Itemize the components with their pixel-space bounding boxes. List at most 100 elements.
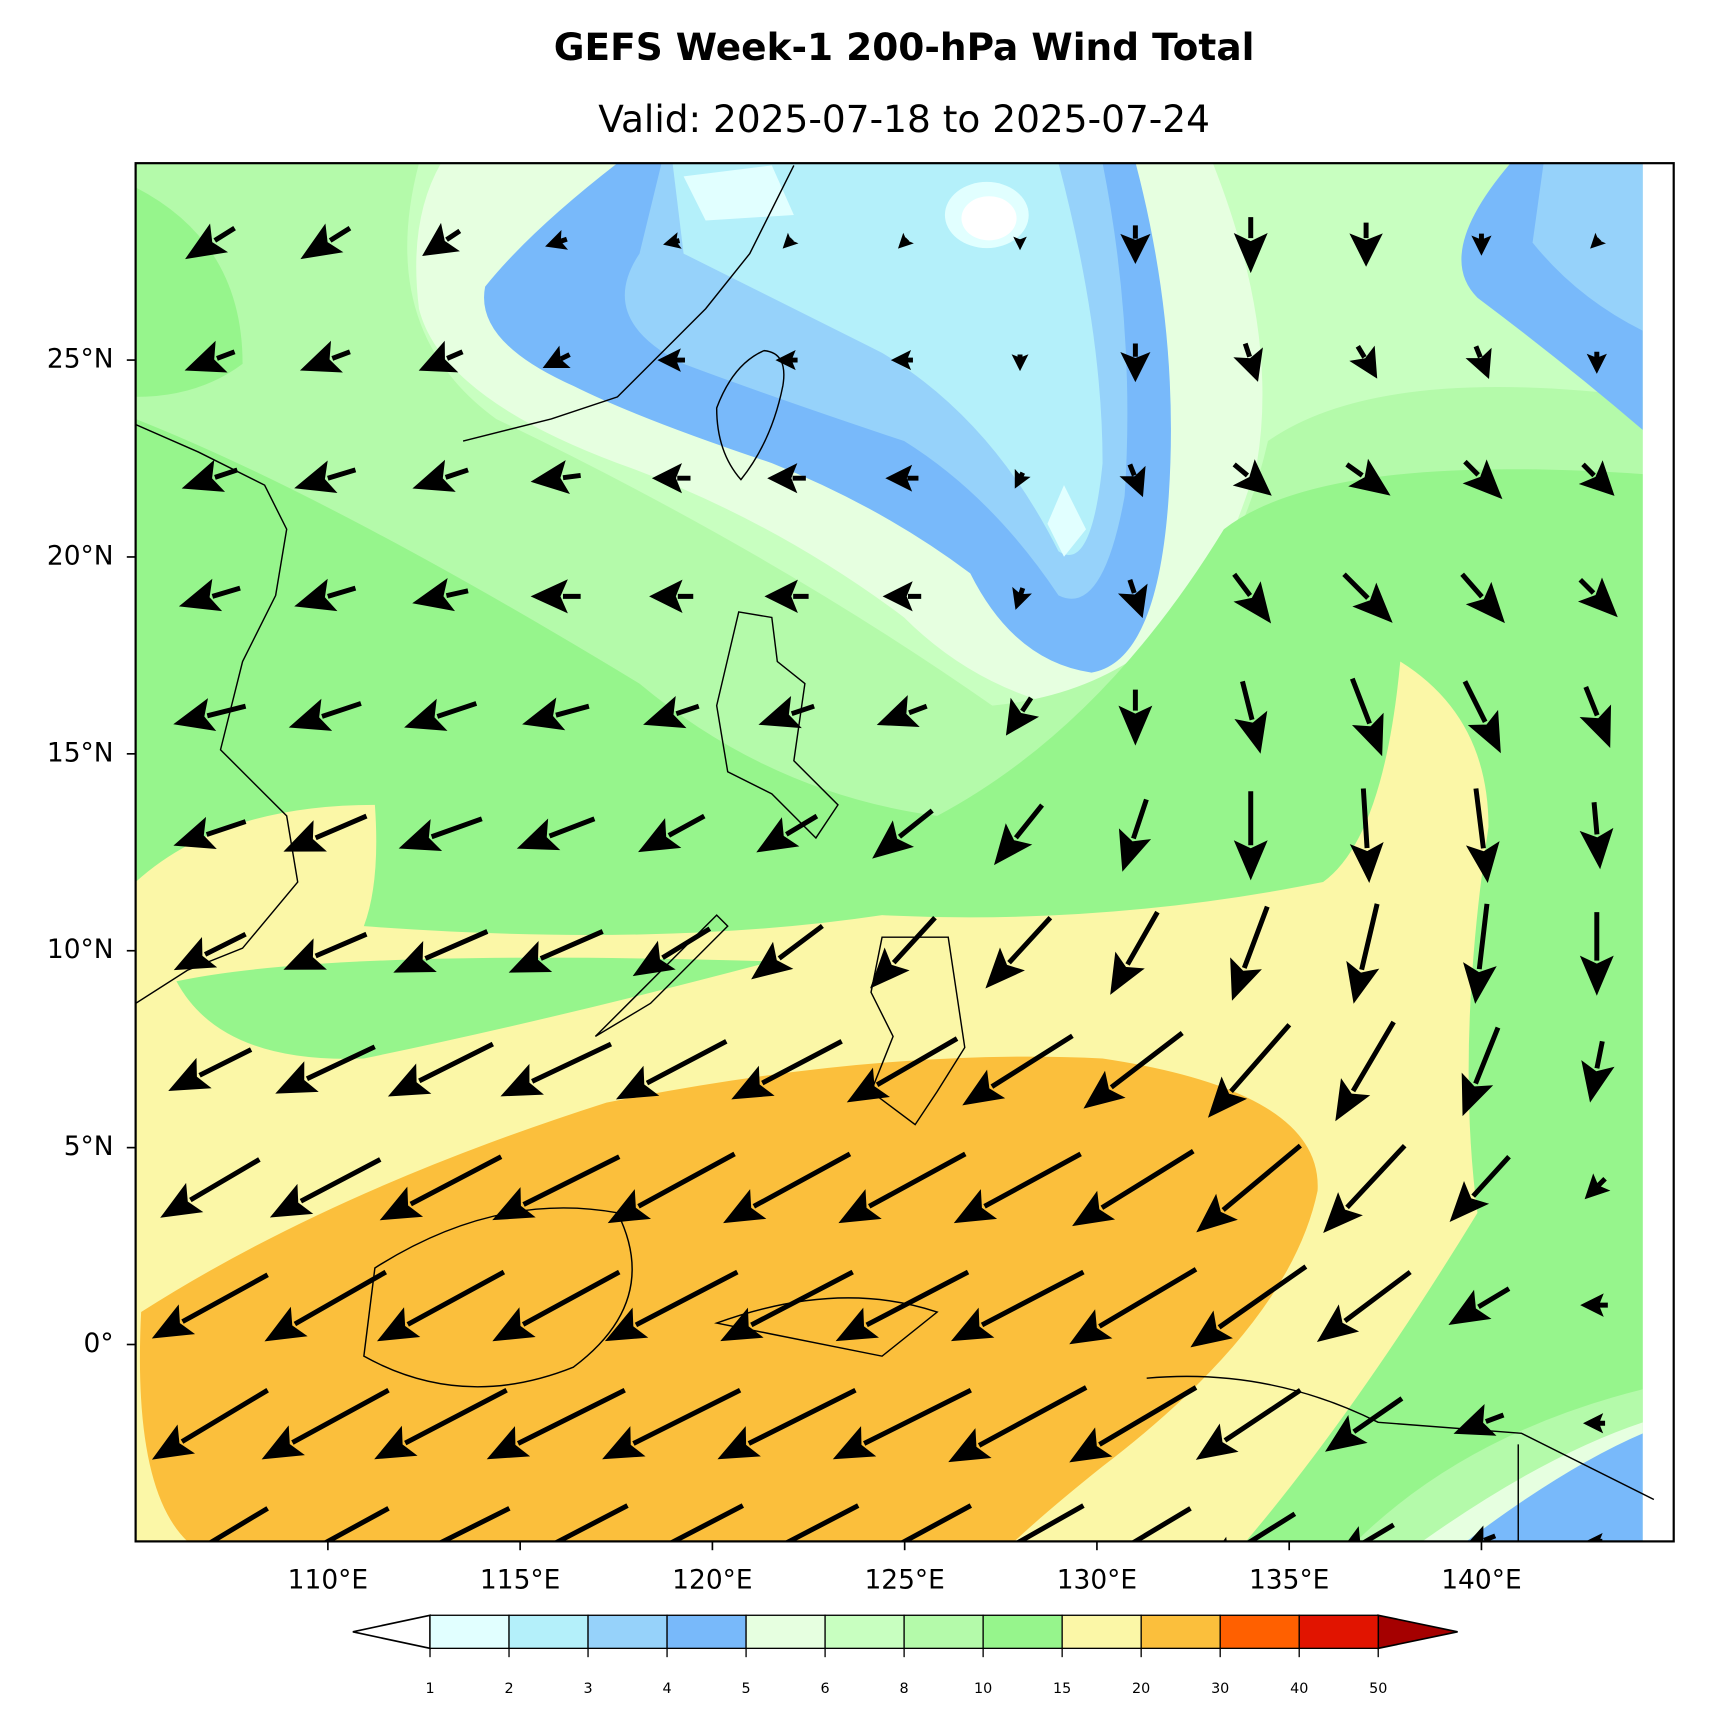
wind-arrow <box>1195 1388 1302 1460</box>
x-tick-label: 130°E <box>1057 1565 1137 1596</box>
wind-arrow <box>492 1269 621 1342</box>
wind-arrow <box>832 1387 972 1460</box>
y-tick-label: 0° <box>84 1328 114 1359</box>
wind-arrow <box>758 696 815 729</box>
wind-arrow <box>668 1503 745 1542</box>
wind-arrow <box>207 1506 269 1542</box>
wind-arrow <box>897 232 914 249</box>
colorbar-box <box>508 1614 589 1650</box>
wind-arrow <box>1346 903 1380 1004</box>
wind-arrow <box>1579 802 1614 870</box>
wind-arrow <box>173 698 247 732</box>
colorbar-box <box>1298 1614 1379 1650</box>
colorbar-box <box>1140 1614 1221 1650</box>
wind-arrow <box>553 1503 629 1542</box>
wind-arrow <box>404 698 478 731</box>
wind-arrow <box>377 1269 506 1342</box>
wind-arrow <box>1130 1506 1192 1542</box>
wind-arrow <box>322 1506 390 1542</box>
wind-arrow <box>379 1154 503 1221</box>
wind-arrow <box>1196 1143 1302 1233</box>
colorbar-box <box>982 1614 1063 1650</box>
colorbar-label: 4 <box>663 1681 672 1697</box>
wind-arrow <box>516 816 596 851</box>
wind-arrow <box>882 581 922 612</box>
colorbar-box <box>666 1614 747 1650</box>
wind-arrow <box>607 1151 736 1224</box>
wind-arrow <box>663 232 682 249</box>
colorbar-label: 8 <box>900 1681 909 1697</box>
wind-arrow <box>283 931 368 970</box>
wind-arrow <box>160 1157 261 1218</box>
wind-arrow <box>835 1269 970 1342</box>
colorbar-label: 30 <box>1211 1681 1229 1697</box>
wind-arrow <box>846 1036 959 1103</box>
wind-arrow <box>294 460 357 494</box>
wind-arrow <box>173 931 247 971</box>
colorbar-box <box>429 1614 510 1650</box>
wind-arrow <box>1233 791 1268 881</box>
wind-arrow <box>649 579 694 614</box>
wind-arrow <box>876 695 928 727</box>
x-tick-label: 110°E <box>288 1565 368 1596</box>
colorbar-box <box>745 1614 826 1650</box>
wind-arrow <box>1448 1286 1511 1325</box>
wind-arrow <box>422 222 462 257</box>
wind-arrow <box>374 1387 508 1460</box>
wind-arrow <box>1449 1155 1511 1223</box>
wind-arrow <box>283 813 368 852</box>
colorbar-box <box>1219 1614 1300 1650</box>
wind-arrow <box>1582 1413 1606 1434</box>
wind-arrow <box>1230 905 1270 1001</box>
x-tick-label: 120°E <box>672 1565 752 1596</box>
wind-arrow <box>1462 680 1501 754</box>
wind-arrow <box>638 813 706 853</box>
wind-arrow <box>751 923 824 980</box>
wind-arrow <box>1590 232 1606 249</box>
wind-arrow <box>1190 1264 1308 1348</box>
y-tick-label: 5°N <box>64 1131 114 1162</box>
y-tick-label: 25°N <box>47 344 114 375</box>
x-tick-label: 140°E <box>1441 1565 1521 1596</box>
wind-arrow <box>953 1151 1082 1224</box>
colorbar-label: 6 <box>821 1681 830 1697</box>
wind-arrow <box>783 1503 860 1542</box>
colorbar-label: 40 <box>1290 1681 1308 1697</box>
colorbar-over <box>1377 1614 1458 1650</box>
wind-arrow <box>1581 1040 1615 1103</box>
wind-arrow <box>1460 572 1505 624</box>
wind-arrow <box>545 230 569 250</box>
wind-arrow <box>1069 1385 1198 1463</box>
wind-arrow <box>178 578 241 612</box>
wind-arrow <box>615 1039 728 1100</box>
wind-arrow <box>1011 354 1029 372</box>
wind-arrow <box>1110 910 1160 995</box>
wind-arrow <box>269 1157 382 1218</box>
wind-arrow <box>288 698 362 731</box>
wind-arrow <box>723 1151 852 1224</box>
wind-arrow <box>767 463 806 494</box>
subtitle: Valid: 2025-07-18 to 2025-07-24 <box>598 97 1210 141</box>
wind-arrow <box>1119 463 1146 498</box>
wind-arrow <box>437 1506 511 1542</box>
wind-arrow <box>184 340 236 373</box>
wind-arrow <box>985 915 1053 989</box>
contour-fill <box>135 163 1674 1542</box>
wind-arrow <box>1465 345 1492 380</box>
wind-arrow <box>1232 572 1272 624</box>
wind-arrow <box>731 1039 843 1100</box>
title: GEFS Week-1 200-hPa Wind Total <box>554 25 1255 69</box>
colorbar-under <box>352 1614 431 1650</box>
wind-arrow <box>294 578 357 612</box>
wind-arrow <box>651 463 691 494</box>
colorbar-label: 15 <box>1053 1681 1071 1697</box>
wind-arrow <box>870 915 937 989</box>
wind-arrow <box>275 1044 376 1094</box>
wind-arrow <box>412 459 469 492</box>
colorbar-label: 3 <box>583 1681 592 1697</box>
colorbar-box <box>1061 1614 1142 1650</box>
wind-arrow <box>872 808 934 859</box>
wind-arrow <box>1233 342 1263 382</box>
